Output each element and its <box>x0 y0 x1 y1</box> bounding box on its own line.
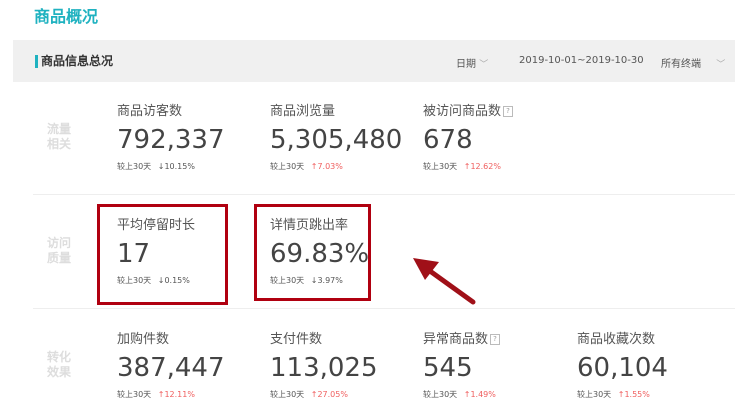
metric-label: 支付件数 <box>270 332 323 347</box>
metric-value: 5,305,480 <box>270 125 403 155</box>
metric-card: 支付件数 113,025 较上30天 ↑27.05% <box>270 328 420 400</box>
metric-value: 545 <box>423 353 473 383</box>
metric-label: 商品收藏次数 <box>577 332 656 347</box>
metric-value: 387,447 <box>117 353 225 383</box>
arrow-up-icon: ↑ <box>310 390 318 399</box>
date-label: 日期 <box>456 59 476 70</box>
metric-label: 平均停留时长 <box>117 218 196 233</box>
metric-label: 加购件数 <box>117 332 170 347</box>
metric-card: 平均停留时长 17 较上30天 ↓0.15% <box>117 214 267 286</box>
arrow-up-icon: ↑ <box>617 390 625 399</box>
compare-label: 较上30天 <box>577 390 612 399</box>
arrow-up-icon: ↑ <box>157 390 165 399</box>
arrow-down-icon: ↓ <box>310 276 318 285</box>
metric-value: 678 <box>423 125 473 155</box>
chevron-down-icon: ﹀ <box>716 60 726 70</box>
metric-card: 异常商品数? 545 较上30天 ↑1.49% <box>423 328 573 400</box>
page-title: 商品概况 <box>34 7 99 26</box>
metric-change: 27.05% <box>317 390 348 399</box>
metric-change: 1.49% <box>470 390 496 399</box>
metric-card: 详情页跳出率 69.83% 较上30天 ↓3.97% <box>270 214 420 286</box>
date-range-picker[interactable]: 2019-10-01~2019-10-30 <box>519 55 644 66</box>
row-label: 转化效果 <box>47 350 72 379</box>
metric-card: 商品收藏次数 60,104 较上30天 ↑1.55% <box>577 328 727 400</box>
arrow-up-icon: ↑ <box>463 390 471 399</box>
metric-value: 17 <box>117 239 151 269</box>
metric-change: 12.11% <box>164 390 195 399</box>
metric-value: 69.83% <box>270 239 370 269</box>
terminal-dropdown[interactable]: 所有终端 ﹀ <box>661 55 725 70</box>
arrow-up-icon: ↑ <box>463 162 471 171</box>
metric-change: 7.03% <box>317 162 343 171</box>
metric-card: 商品访客数 792,337 较上30天 ↓10.15% <box>117 100 267 172</box>
metric-label: 商品浏览量 <box>270 104 336 119</box>
arrow-down-icon: ↓ <box>157 276 165 285</box>
row-label: 流量相关 <box>47 122 72 151</box>
metric-change: 10.15% <box>164 162 195 171</box>
metric-change: 1.55% <box>624 390 650 399</box>
accent-mark <box>35 55 38 68</box>
arrow-down-icon: ↓ <box>157 162 165 171</box>
section-header: 商品信息总况 日期 ﹀ 2019-10-01~2019-10-30 所有终端 ﹀ <box>13 40 735 82</box>
divider <box>33 308 735 309</box>
arrow-icon <box>413 258 476 305</box>
metric-value: 60,104 <box>577 353 668 383</box>
metric-label: 被访问商品数 <box>423 104 502 119</box>
row-label: 访问质量 <box>47 236 72 265</box>
metric-label: 异常商品数 <box>423 332 489 347</box>
metric-card: 商品浏览量 5,305,480 较上30天 ↑7.03% <box>270 100 420 172</box>
date-type-dropdown[interactable]: 日期 ﹀ <box>456 55 488 70</box>
metric-value: 792,337 <box>117 125 225 155</box>
metric-label: 商品访客数 <box>117 104 183 119</box>
compare-label: 较上30天 <box>117 276 152 285</box>
metric-change: 3.97% <box>317 276 343 285</box>
highlight-box <box>254 204 371 301</box>
metric-card: 被访问商品数? 678 较上30天 ↑12.62% <box>423 100 573 172</box>
help-icon[interactable]: ? <box>503 106 514 117</box>
highlight-box <box>97 204 228 305</box>
compare-label: 较上30天 <box>270 276 305 285</box>
chevron-down-icon: ﹀ <box>479 60 489 70</box>
divider <box>33 194 735 195</box>
metric-value: 113,025 <box>270 353 378 383</box>
terminal-label: 所有终端 <box>661 59 701 70</box>
metric-label: 详情页跳出率 <box>270 218 349 233</box>
compare-label: 较上30天 <box>270 390 305 399</box>
metric-change: 0.15% <box>164 276 190 285</box>
compare-label: 较上30天 <box>117 162 152 171</box>
arrow-up-icon: ↑ <box>310 162 318 171</box>
metric-change: 12.62% <box>470 162 501 171</box>
compare-label: 较上30天 <box>423 390 458 399</box>
section-title: 商品信息总况 <box>41 54 114 68</box>
metric-card: 加购件数 387,447 较上30天 ↑12.11% <box>117 328 267 400</box>
compare-label: 较上30天 <box>117 390 152 399</box>
compare-label: 较上30天 <box>423 162 458 171</box>
help-icon[interactable]: ? <box>490 334 501 345</box>
compare-label: 较上30天 <box>270 162 305 171</box>
